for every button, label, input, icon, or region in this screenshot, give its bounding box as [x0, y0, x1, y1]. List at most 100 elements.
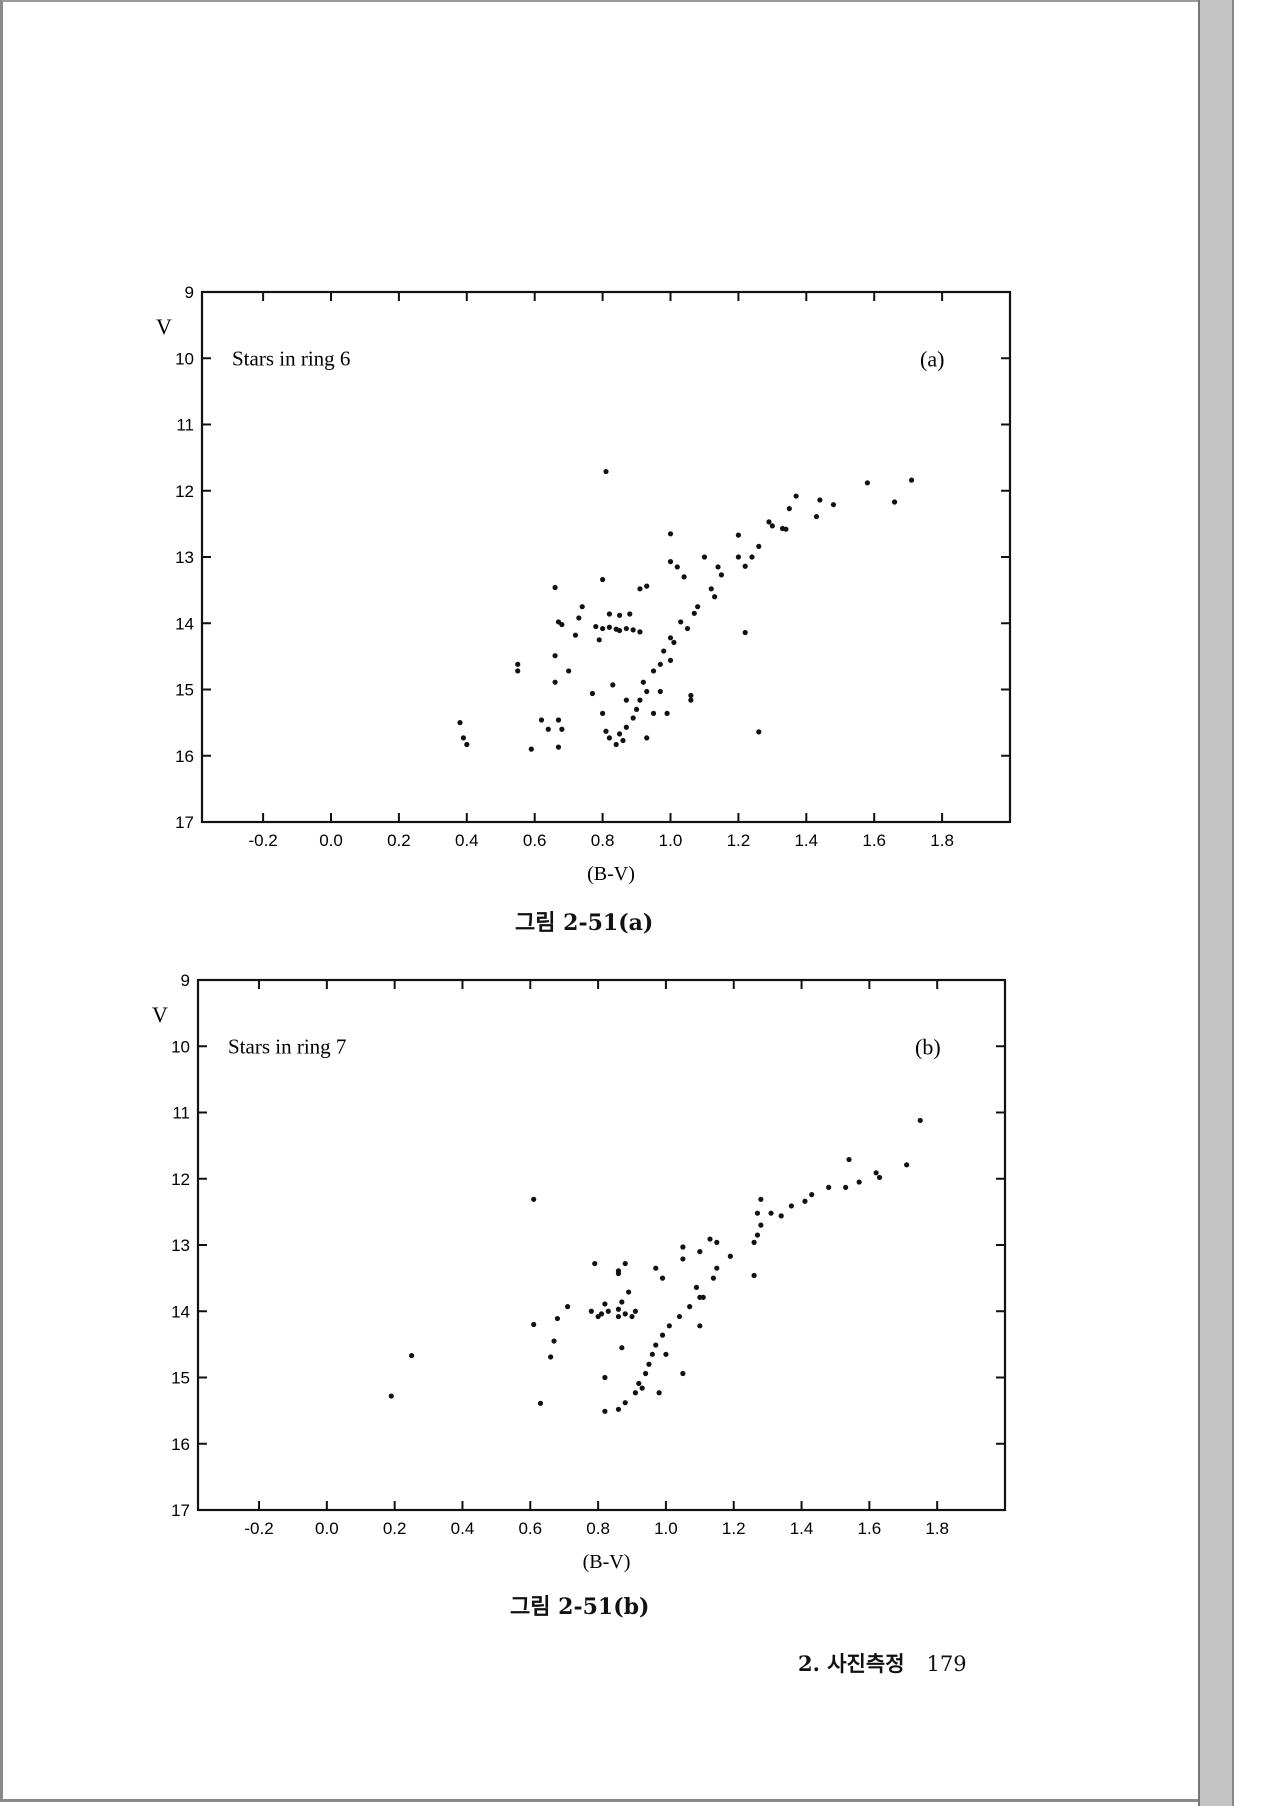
- star-point: [555, 717, 562, 723]
- star-point: [600, 625, 606, 632]
- y-tick-label: 13: [171, 1236, 190, 1255]
- plot-annotation: Stars in ring 6: [232, 346, 350, 370]
- star-point: [537, 1400, 544, 1406]
- y-tick-label: 12: [175, 482, 194, 501]
- star-point: [615, 1313, 622, 1320]
- star-point: [917, 1117, 923, 1124]
- star-point: [826, 1184, 832, 1190]
- panel-label: (a): [920, 346, 944, 371]
- star-point: [856, 1179, 862, 1185]
- x-tick-label: 0.6: [523, 831, 547, 850]
- star-point: [667, 531, 674, 537]
- star-point: [613, 741, 619, 748]
- star-point: [783, 526, 789, 532]
- star-point: [639, 1385, 645, 1391]
- x-tick-label: 0.8: [591, 831, 615, 850]
- star-point: [768, 1210, 774, 1216]
- star-point: [742, 563, 748, 569]
- y-tick-label: 10: [175, 349, 194, 368]
- star-point: [606, 611, 612, 617]
- x-tick-label: 0.4: [455, 831, 479, 850]
- x-tick-label: 0.6: [518, 1519, 542, 1538]
- star-point: [727, 1253, 733, 1259]
- star-point: [693, 1284, 700, 1290]
- star-point: [758, 1222, 764, 1228]
- star-point: [630, 627, 636, 633]
- star-point: [778, 1213, 784, 1219]
- page-number: 179: [926, 1652, 967, 1676]
- y-tick-label: 12: [171, 1170, 190, 1189]
- star-point: [756, 543, 762, 549]
- star-point: [650, 710, 657, 716]
- y-tick-label: 14: [171, 1302, 190, 1321]
- star-point: [616, 627, 623, 634]
- star-point: [656, 1390, 662, 1396]
- y-tick-label: 17: [171, 1501, 190, 1520]
- star-point: [644, 735, 650, 741]
- star-point: [802, 1198, 808, 1204]
- star-point: [663, 1351, 669, 1357]
- star-point: [548, 1354, 554, 1360]
- x-tick-label: 1.6: [858, 1519, 882, 1538]
- star-point: [457, 720, 463, 726]
- star-point: [751, 1272, 757, 1279]
- star-point: [680, 1370, 686, 1377]
- cmd-chart-ring-7: 9 10 11 12 13 14 15 16 17 -0.2 0.0 0.2 0.4 0.6 0.8 1.0 1…: [152, 971, 1007, 1573]
- star-point: [714, 1239, 720, 1245]
- x-tick-label: 0.0: [315, 1519, 339, 1538]
- star-point: [552, 679, 558, 685]
- star-point: [559, 621, 565, 628]
- star-point: [588, 1308, 594, 1314]
- star-point: [666, 1323, 672, 1329]
- star-point: [657, 661, 663, 667]
- star-point: [766, 519, 772, 525]
- star-point: [653, 1265, 659, 1271]
- x-axis-label: (B-V): [583, 1551, 631, 1573]
- y-tick-label: 16: [175, 747, 194, 766]
- star-point: [653, 1342, 659, 1348]
- page-footer: 2. 사진측정 179: [798, 1648, 967, 1678]
- star-point: [622, 1260, 628, 1267]
- star-point: [817, 497, 823, 503]
- y-axis-label: V: [152, 1002, 168, 1027]
- y-tick-label: 11: [172, 1104, 190, 1123]
- star-point: [606, 735, 612, 741]
- star-point: [589, 690, 596, 697]
- cmd-chart-ring-6: 9 10 11 12 13 14 15 16 17 -0.2 0.0 0.2 0.4 0.6 0.8 1.0 1…: [156, 283, 1012, 885]
- star-point: [622, 1400, 628, 1406]
- star-point: [564, 1304, 571, 1310]
- y-tick-label: 14: [175, 614, 194, 633]
- y-tick-label: 9: [185, 283, 194, 302]
- star-point: [619, 1299, 625, 1305]
- star-point: [700, 1294, 706, 1300]
- star-point: [602, 1374, 608, 1381]
- y-tick-label: 15: [171, 1369, 190, 1388]
- star-point: [623, 625, 629, 632]
- figure-caption-a: 그림 2-51(a): [515, 910, 654, 936]
- star-point: [697, 1323, 703, 1329]
- star-point: [615, 1306, 622, 1312]
- star-point: [531, 1321, 537, 1328]
- star-point: [515, 668, 521, 674]
- y-tick-label: 13: [175, 548, 194, 567]
- x-tick-label: 1.2: [722, 1519, 746, 1538]
- star-point: [735, 532, 742, 538]
- star-point: [552, 584, 558, 591]
- y-tick-label: 17: [175, 813, 194, 832]
- star-point: [626, 1289, 632, 1295]
- star-point: [566, 668, 572, 674]
- star-point: [904, 1162, 910, 1168]
- star-point: [622, 1311, 628, 1317]
- star-point: [637, 586, 643, 592]
- star-point: [538, 717, 545, 723]
- star-point: [552, 653, 558, 659]
- star-point: [619, 1345, 625, 1351]
- x-tick-label: -0.2: [248, 831, 277, 850]
- star-point: [710, 1275, 716, 1281]
- star-point: [718, 572, 725, 578]
- star-point: [659, 1275, 666, 1281]
- star-point: [615, 1406, 622, 1412]
- star-point: [606, 624, 612, 630]
- star-point: [602, 1408, 608, 1414]
- plot-frame: [196, 978, 1007, 1512]
